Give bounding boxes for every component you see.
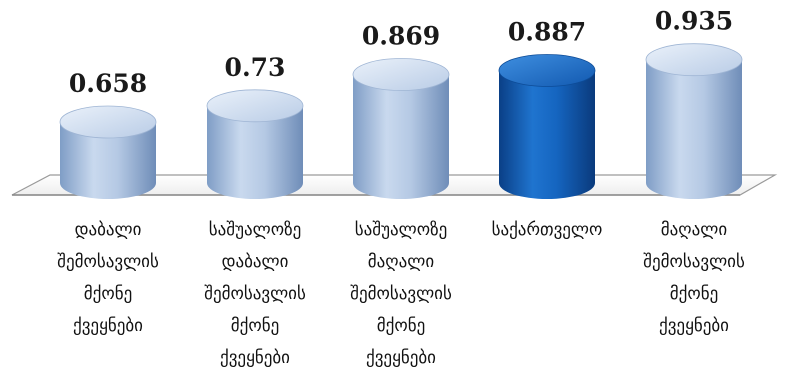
bar-body-3: [499, 70, 595, 199]
bar-4: [645, 43, 743, 199]
category-label-0: დაბალი შემოსავლის მქონე ქვეყნები: [57, 220, 159, 336]
category-label-2: საშუალოზე მაღალი შემოსავლის მქონე ქვეყნე…: [350, 220, 452, 368]
category-label-4: მაღალი შემოსავლის მქონე ქვეყნები: [643, 220, 745, 336]
bar-top-3: [498, 54, 596, 87]
bar-top-4: [645, 43, 743, 77]
data-label-0: 0.658: [69, 69, 147, 98]
bar-body-0: [60, 122, 156, 199]
data-label-2: 0.869: [362, 22, 440, 51]
bar-3: [498, 54, 596, 199]
category-label-1: საშუალოზე დაბალი შემოსავლის მქონე ქვეყნე…: [204, 220, 306, 368]
bar-top-2: [352, 58, 450, 91]
bar-0: [59, 105, 157, 199]
bar-2: [352, 58, 450, 199]
bar-top-0: [59, 105, 157, 139]
data-label-3: 0.887: [508, 17, 586, 46]
bar-1: [206, 89, 304, 199]
category-label-3: საქართველო: [491, 220, 603, 240]
bar-body-1: [207, 105, 303, 199]
data-label-1: 0.73: [225, 53, 286, 82]
bar-body-2: [353, 74, 449, 199]
data-label-4: 0.935: [655, 7, 733, 36]
bar-body-4: [646, 59, 742, 199]
bar-top-1: [206, 89, 304, 123]
